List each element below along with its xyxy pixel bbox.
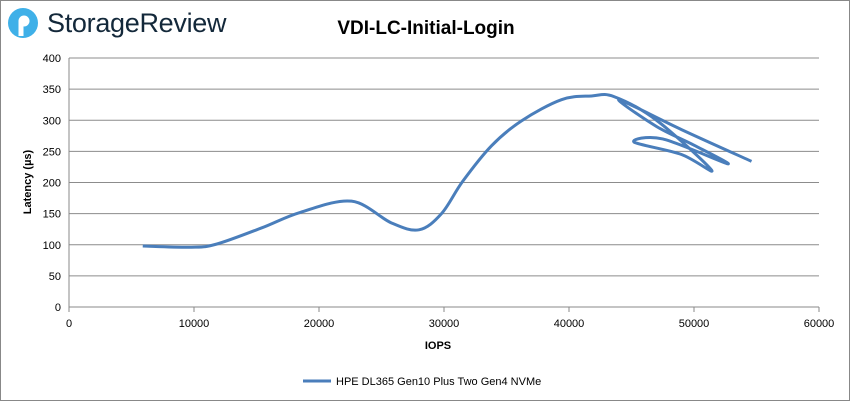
y-tick-label: 200	[43, 178, 61, 190]
legend-label: HPE DL365 Gen10 Plus Two Gen4 NVMe	[336, 376, 541, 388]
x-tick-label: 50000	[679, 318, 710, 330]
x-tick-label: 0	[66, 318, 72, 330]
x-tick-label: 20000	[304, 318, 335, 330]
chart-title: VDI-LC-Initial-Login	[337, 18, 514, 39]
x-tick-label: 30000	[429, 318, 460, 330]
x-tick-label: 40000	[554, 318, 585, 330]
y-tick-label: 250	[43, 146, 61, 158]
x-axis-label: IOPS	[425, 340, 451, 352]
logo: StorageReview	[7, 7, 227, 39]
storagereview-logo-icon	[8, 8, 38, 38]
y-tick-label: 50	[49, 271, 61, 283]
series-line	[142, 92, 753, 249]
y-tick-label: 100	[43, 240, 61, 252]
brand-name: StorageReview	[47, 7, 227, 38]
y-tick-label: 150	[43, 209, 61, 221]
y-axis-label: Latency (µs)	[22, 149, 34, 214]
x-tick-label: 60000	[804, 318, 835, 330]
x-tick-label: 10000	[179, 318, 210, 330]
y-tick-label: 400	[43, 53, 61, 65]
y-tick-label: 0	[55, 302, 61, 314]
y-tick-label: 300	[43, 115, 61, 127]
y-tick-label: 350	[43, 84, 61, 96]
